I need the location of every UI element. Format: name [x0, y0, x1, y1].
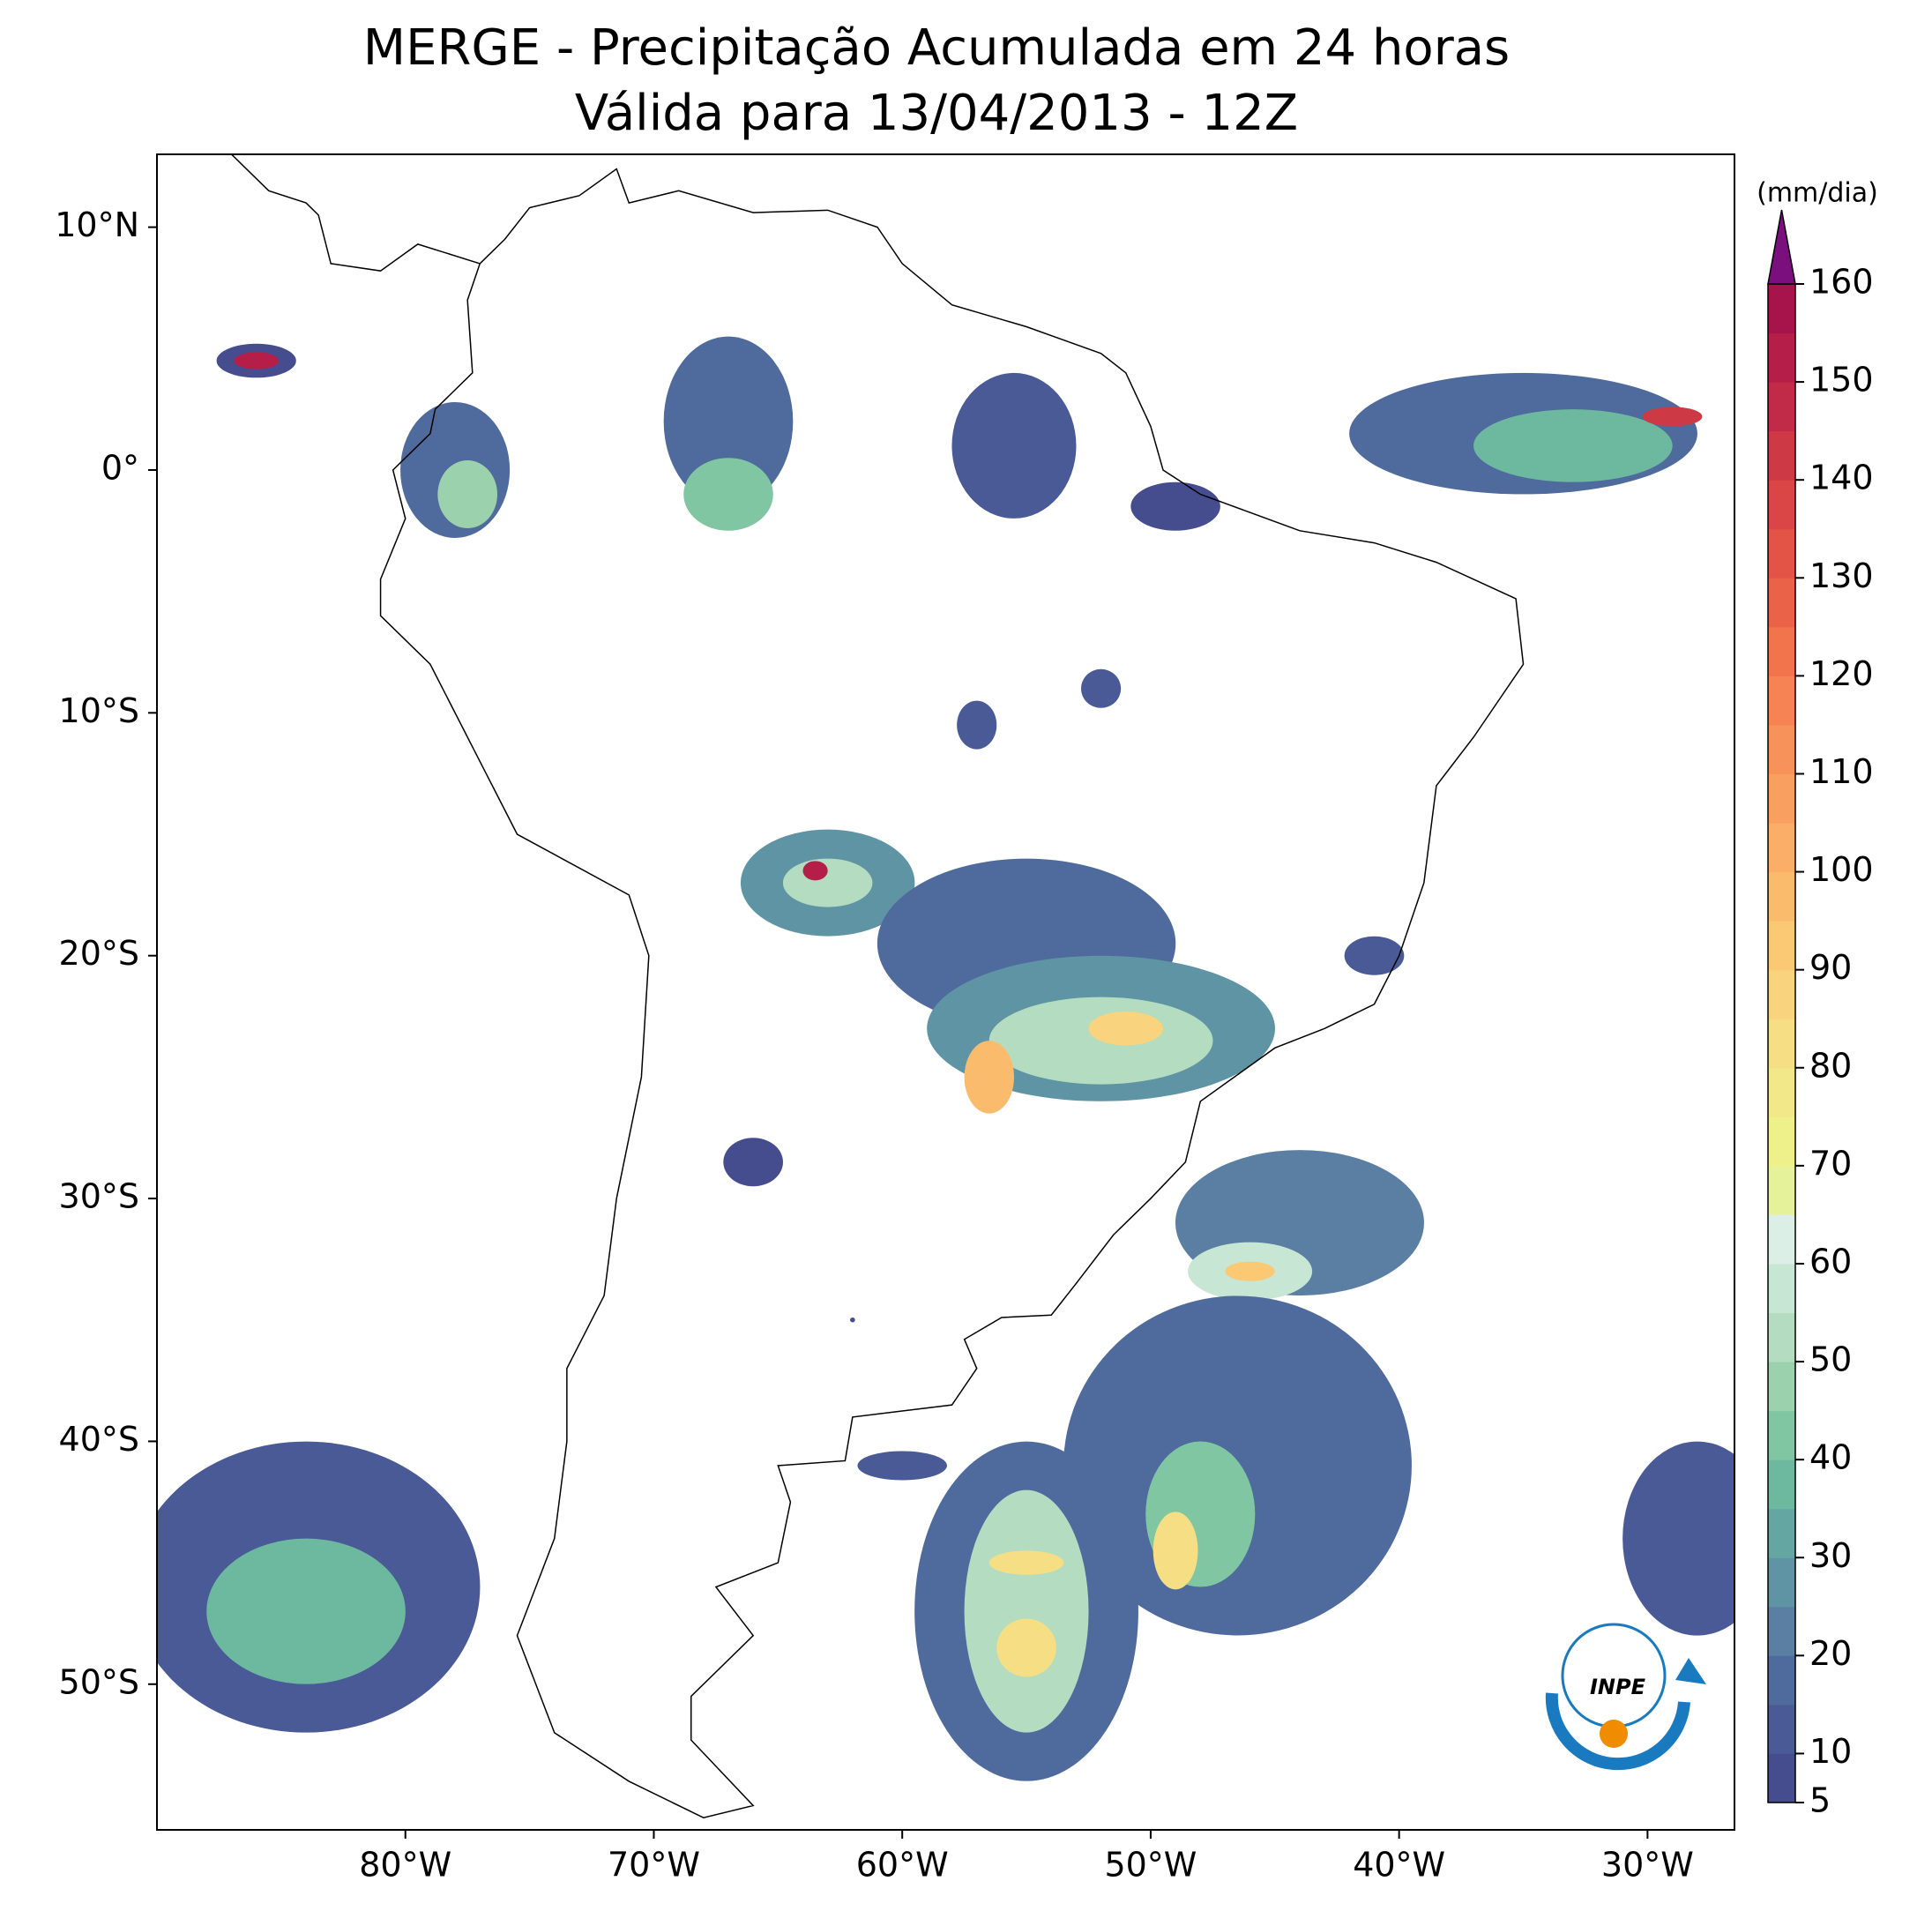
- colorbar-band: [1768, 1116, 1795, 1167]
- title: MERGE - Precipitação Acumulada em 24 hor…: [363, 19, 1510, 77]
- colorbar-band: [1768, 528, 1795, 579]
- colorbar-band: [1768, 430, 1795, 481]
- precip-area: [988, 1550, 1064, 1575]
- precip-area: [206, 1538, 406, 1684]
- y-tick-label: 40°S: [59, 1420, 139, 1459]
- map-frame: [156, 153, 1735, 1831]
- colorbar-band: [1768, 1067, 1795, 1117]
- y-tick-label: 50°S: [59, 1662, 139, 1701]
- colorbar-band: [1768, 1165, 1795, 1215]
- precip-area: [1130, 481, 1220, 531]
- colorbar-tick-label: 10: [1809, 1732, 1852, 1771]
- colorbar-band: [1768, 1704, 1795, 1754]
- precip-area: [782, 858, 873, 907]
- x-tick-label: 30°W: [1601, 1846, 1694, 1885]
- colorbar-band: [1768, 823, 1795, 873]
- precip-area: [1225, 1261, 1275, 1281]
- colorbar-band: [1768, 1410, 1795, 1460]
- coastline: [229, 154, 481, 272]
- colorbar-band: [1768, 284, 1795, 334]
- colorbar-label: (mm/dia): [1757, 178, 1878, 209]
- colorbar-band: [1768, 871, 1795, 922]
- inpe-logo: INPE: [1545, 1623, 1706, 1771]
- precip-area: [850, 1317, 855, 1323]
- colorbar-band: [1768, 969, 1795, 1019]
- colorbar-band: [1768, 1606, 1795, 1656]
- y-tick-label: 10°N: [55, 205, 139, 244]
- x-tick-label: 50°W: [1104, 1846, 1197, 1885]
- colorbar-tick-label: 150: [1809, 361, 1874, 399]
- precip-area: [723, 1138, 783, 1187]
- colorbar-band: [1768, 1362, 1795, 1412]
- precip-area: [683, 458, 773, 531]
- precip-area: [1473, 409, 1673, 482]
- coastline: [379, 168, 1525, 1819]
- precip-area: [1152, 1512, 1198, 1590]
- colorbar-tick-label: 20: [1809, 1634, 1852, 1673]
- colorbar-band: [1768, 1655, 1795, 1706]
- colorbar-tick-label: 70: [1809, 1144, 1852, 1183]
- colorbar-band: [1768, 480, 1795, 530]
- colorbar-band: [1768, 724, 1795, 774]
- x-tick-label: 80°W: [359, 1846, 451, 1885]
- colorbar-band: [1768, 1459, 1795, 1510]
- precip-area: [1344, 936, 1405, 975]
- y-tick-label: 10°S: [59, 691, 139, 730]
- colorbar-extension: [1767, 209, 1796, 285]
- colorbar-tick-label: 40: [1809, 1438, 1852, 1477]
- precip-area: [663, 336, 794, 507]
- colorbar-band: [1768, 1263, 1795, 1314]
- colorbar-tick-label: 130: [1809, 556, 1874, 595]
- y-tick-label: 0°: [101, 448, 139, 487]
- colorbar-tick-label: 50: [1809, 1340, 1852, 1379]
- colorbar-band: [1768, 676, 1795, 726]
- precip-area: [802, 861, 828, 881]
- x-tick-label: 40°W: [1353, 1846, 1445, 1885]
- precip-area: [1088, 1011, 1164, 1046]
- precip-area: [1622, 1441, 1734, 1636]
- map-area: [157, 154, 1734, 1819]
- colorbar-band: [1768, 773, 1795, 824]
- y-tick-label: 30°S: [59, 1177, 139, 1216]
- colorbar-tick-label: 30: [1809, 1536, 1852, 1575]
- colorbar-tick-label: 120: [1809, 654, 1874, 693]
- colorbar-band: [1768, 1214, 1795, 1265]
- colorbar-band: [1768, 382, 1795, 432]
- precip-area: [1081, 668, 1122, 708]
- colorbar-tick-label: 5: [1809, 1781, 1831, 1820]
- colorbar-band: [1768, 332, 1795, 383]
- precip-area: [437, 460, 498, 529]
- colorbar-tick-label: 160: [1809, 263, 1874, 302]
- precip-area: [957, 700, 997, 750]
- y-tick-label: 20°S: [59, 934, 139, 973]
- colorbar-tick-label: 90: [1809, 948, 1852, 987]
- colorbar-band: [1768, 626, 1795, 676]
- x-tick-label: 70°W: [608, 1846, 700, 1885]
- precip-area: [996, 1618, 1056, 1677]
- colorbar-frame: [1767, 283, 1796, 1803]
- precip-area: [951, 372, 1077, 519]
- precip-area: [1642, 407, 1703, 427]
- colorbar-band: [1768, 1753, 1795, 1803]
- colorbar-tick-label: 110: [1809, 752, 1874, 791]
- colorbar-band: [1768, 1508, 1795, 1558]
- logo-text: INPE: [1590, 1675, 1646, 1699]
- colorbar-tick-label: 140: [1809, 459, 1874, 497]
- subtitle: Válida para 13/04/2013 - 12Z: [575, 85, 1298, 142]
- colorbar-band: [1768, 578, 1795, 628]
- colorbar-band: [1768, 1019, 1795, 1069]
- precip-area: [964, 1041, 1015, 1114]
- colorbar-tick-label: 100: [1809, 850, 1874, 889]
- colorbar-band: [1768, 921, 1795, 971]
- precip-area: [234, 352, 280, 370]
- precip-area: [964, 1489, 1089, 1733]
- colorbar-band: [1768, 1312, 1795, 1362]
- precip-area: [857, 1451, 947, 1481]
- colorbar-tick-label: 60: [1809, 1242, 1852, 1280]
- colorbar-tick-label: 80: [1809, 1046, 1852, 1085]
- x-tick-label: 60°W: [856, 1846, 949, 1885]
- colorbar-band: [1768, 1557, 1795, 1608]
